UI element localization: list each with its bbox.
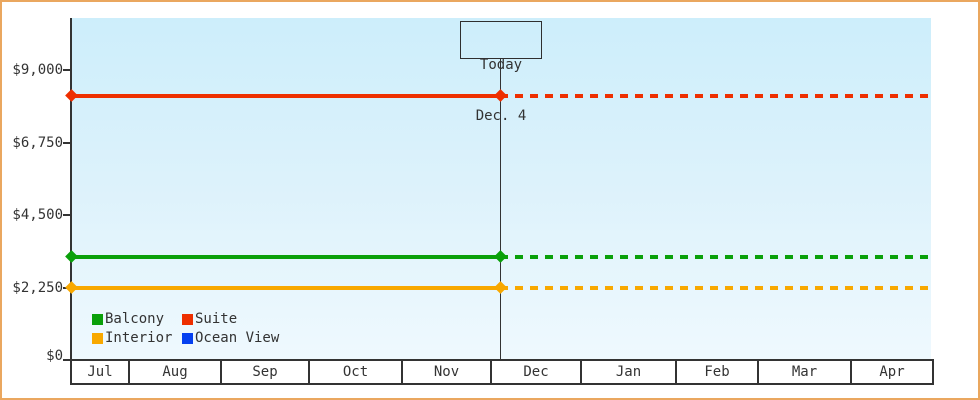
x-axis-month-band: Jul Aug Sep Oct Nov Dec Jan Feb Mar Apr	[70, 359, 934, 385]
month-cell-nov: Nov	[401, 361, 490, 383]
month-cell-apr: Apr	[850, 361, 932, 383]
month-cell-oct: Oct	[308, 361, 401, 383]
y-tick-mark	[63, 141, 70, 144]
y-tick-label: $4,500	[12, 207, 63, 223]
y-tick-label: $2,250	[12, 279, 63, 296]
legend-swatch-icon	[92, 333, 103, 344]
today-line	[499, 59, 501, 360]
y-axis	[70, 18, 72, 360]
y-tick-mark	[63, 214, 70, 216]
series-line-dashed-suite	[500, 93, 931, 98]
today-date: Dec. 4	[475, 108, 527, 124]
month-cell-sep: Sep	[220, 361, 308, 383]
today-label: Today	[479, 57, 523, 73]
today-annotation: Today Dec. 4	[460, 21, 542, 124]
plot-area	[72, 18, 931, 360]
legend: Balcony Suite Interior Ocean View	[92, 310, 279, 348]
legend-label: Ocean View	[195, 330, 280, 346]
series-line-dashed-balcony	[500, 254, 931, 259]
legend-item-interior: Interior	[92, 331, 182, 346]
month-cell-aug: Aug	[128, 361, 220, 383]
y-tick-label: $6,750	[12, 134, 63, 151]
legend-label: Suite	[195, 311, 238, 327]
month-cell-dec: Dec	[490, 361, 580, 383]
y-tick-mark	[63, 69, 70, 71]
legend-item-balcony: Balcony	[92, 312, 182, 327]
y-tick-label: $9,000	[12, 62, 63, 78]
legend-row: Interior Ocean View	[92, 329, 279, 348]
month-cell-feb: Feb	[675, 361, 757, 383]
y-tick-mark	[63, 359, 70, 361]
month-cell-mar: Mar	[757, 361, 850, 383]
series-line-solid-suite	[71, 93, 500, 98]
series-line-solid-interior	[71, 285, 500, 290]
legend-swatch-icon	[182, 314, 193, 325]
legend-row: Balcony Suite	[92, 310, 279, 329]
legend-swatch-icon	[182, 333, 193, 344]
month-cell-jul: Jul	[70, 361, 128, 383]
legend-label: Interior	[105, 330, 173, 346]
legend-item-suite: Suite	[182, 312, 237, 327]
y-tick-label: $0	[46, 348, 63, 364]
legend-item-ocean-view: Ocean View	[182, 331, 279, 346]
legend-label: Balcony	[105, 311, 165, 327]
series-line-dashed-interior	[500, 285, 931, 290]
month-cell-jan: Jan	[580, 361, 675, 383]
series-line-solid-balcony	[71, 254, 500, 259]
legend-swatch-icon	[92, 314, 103, 325]
